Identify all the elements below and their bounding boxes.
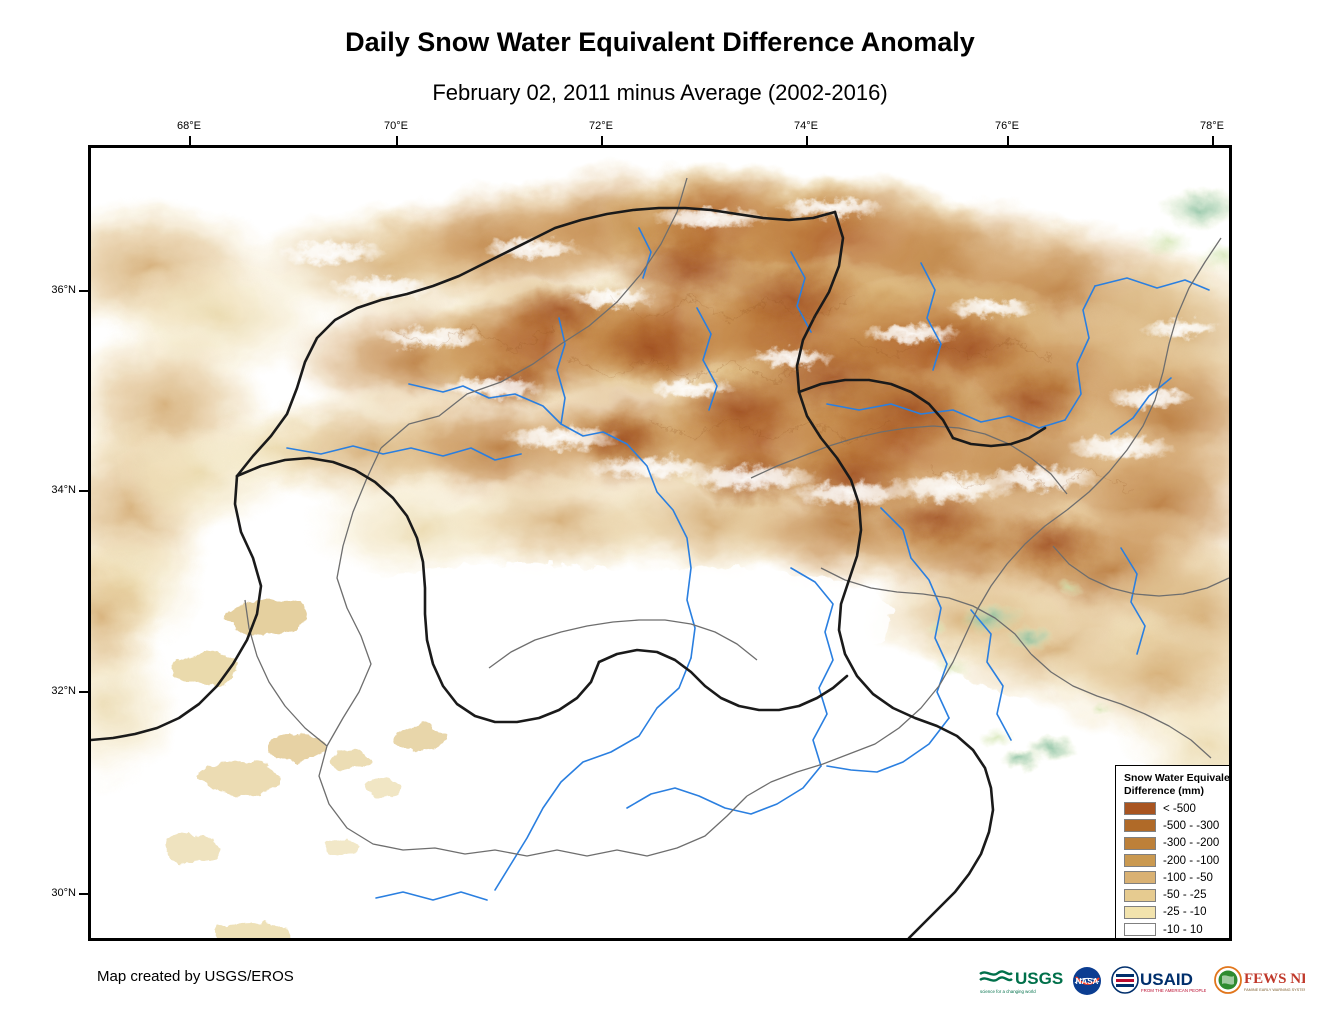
latitude-tick: [79, 290, 88, 292]
legend-swatch: [1124, 871, 1156, 885]
longitude-label: 74°E: [794, 120, 818, 132]
legend-swatch: [1124, 854, 1156, 868]
logo-strip: USGS science for a changing world NASA U…: [978, 963, 1305, 999]
legend-label: -10 - 10: [1163, 923, 1203, 936]
usaid-logo[interactable]: USAID FROM THE AMERICAN PEOPLE: [1110, 964, 1206, 998]
map-frame[interactable]: Snow Water Equivalent Difference (mm) < …: [88, 145, 1232, 941]
legend-row: 10 - 25: [1124, 938, 1232, 941]
longitude-label: 76°E: [995, 120, 1019, 132]
latitude-label: 30°N: [51, 887, 76, 899]
latitude-label: 36°N: [51, 284, 76, 296]
svg-text:USAID: USAID: [1140, 970, 1193, 989]
admin-boundaries: [244, 177, 1229, 857]
latitude-label: 34°N: [51, 484, 76, 496]
fewsnet-logo[interactable]: FEWS NET FAMINE EARLY WARNING SYSTEMS NE…: [1213, 964, 1305, 998]
legend-swatch: [1124, 819, 1156, 833]
country-borders: [91, 206, 1047, 938]
longitude-tick: [189, 136, 191, 145]
legend-label: -500 - -300: [1163, 819, 1220, 832]
river-network: [286, 227, 1210, 901]
legend-label: -200 - -100: [1163, 854, 1220, 867]
legend-swatch: [1124, 888, 1156, 902]
longitude-tick: [1007, 136, 1009, 145]
longitude-label: 68°E: [177, 120, 201, 132]
legend-swatch: [1124, 923, 1156, 937]
legend-swatch: [1124, 802, 1156, 816]
legend-title-line1: Snow Water Equivalent: [1124, 772, 1232, 784]
legend-row: -200 - -100: [1124, 852, 1229, 869]
svg-text:science for a changing world: science for a changing world: [980, 989, 1036, 994]
legend-swatch: [1124, 905, 1156, 919]
longitude-label: 72°E: [589, 120, 613, 132]
legend-row: -50 - -25: [1124, 886, 1229, 903]
latitude-tick: [79, 691, 88, 693]
latitude-label: 32°N: [51, 685, 76, 697]
longitude-tick: [601, 136, 603, 145]
legend-label: -100 - -50: [1163, 871, 1213, 884]
nasa-logo[interactable]: NASA: [1071, 964, 1103, 998]
legend-swatch: [1124, 836, 1156, 850]
svg-text:NASA: NASA: [1076, 977, 1099, 986]
longitude-tick: [1212, 136, 1214, 145]
latitude-tick: [79, 490, 88, 492]
legend-row: -25 - -10: [1124, 904, 1229, 921]
longitude-tick: [806, 136, 808, 145]
page-title: Daily Snow Water Equivalent Difference A…: [345, 27, 975, 57]
map-legend: Snow Water Equivalent Difference (mm) < …: [1115, 765, 1232, 941]
legend-entries: < -500 -500 - -300 -300 - -200 -200 - -100 -…: [1124, 800, 1232, 941]
longitude-label: 78°E: [1200, 120, 1224, 132]
legend-label: -50 - -25: [1163, 889, 1207, 902]
svg-text:FROM THE AMERICAN PEOPLE: FROM THE AMERICAN PEOPLE: [1141, 988, 1206, 993]
legend-label: < -500: [1163, 802, 1196, 815]
svg-text:USGS: USGS: [1015, 969, 1063, 988]
svg-text:FEWS NET: FEWS NET: [1244, 971, 1305, 987]
legend-row: < -500: [1124, 800, 1229, 817]
legend-label: -300 - -200: [1163, 837, 1220, 850]
latitude-tick: [79, 893, 88, 895]
longitude-label: 70°E: [384, 120, 408, 132]
legend-row: -100 - -50: [1124, 869, 1229, 886]
legend-label: -25 - -10: [1163, 906, 1207, 919]
map-credit: Map created by USGS/EROS: [97, 968, 294, 985]
legend-row: -10 - 10: [1124, 921, 1229, 938]
svg-text:FAMINE EARLY WARNING SYSTEMS N: FAMINE EARLY WARNING SYSTEMS NETWORK: [1244, 988, 1305, 992]
legend-row: -500 - -300: [1124, 817, 1229, 834]
legend-title: Snow Water Equivalent Difference (mm): [1124, 772, 1232, 797]
legend-title-line2: Difference (mm): [1124, 784, 1204, 797]
legend-row: -300 - -200: [1124, 835, 1229, 852]
page-subtitle: February 02, 2011 minus Average (2002-20…: [432, 80, 888, 105]
longitude-tick: [396, 136, 398, 145]
terrain-raster: [91, 148, 1229, 938]
usgs-logo[interactable]: USGS science for a changing world: [978, 964, 1064, 998]
